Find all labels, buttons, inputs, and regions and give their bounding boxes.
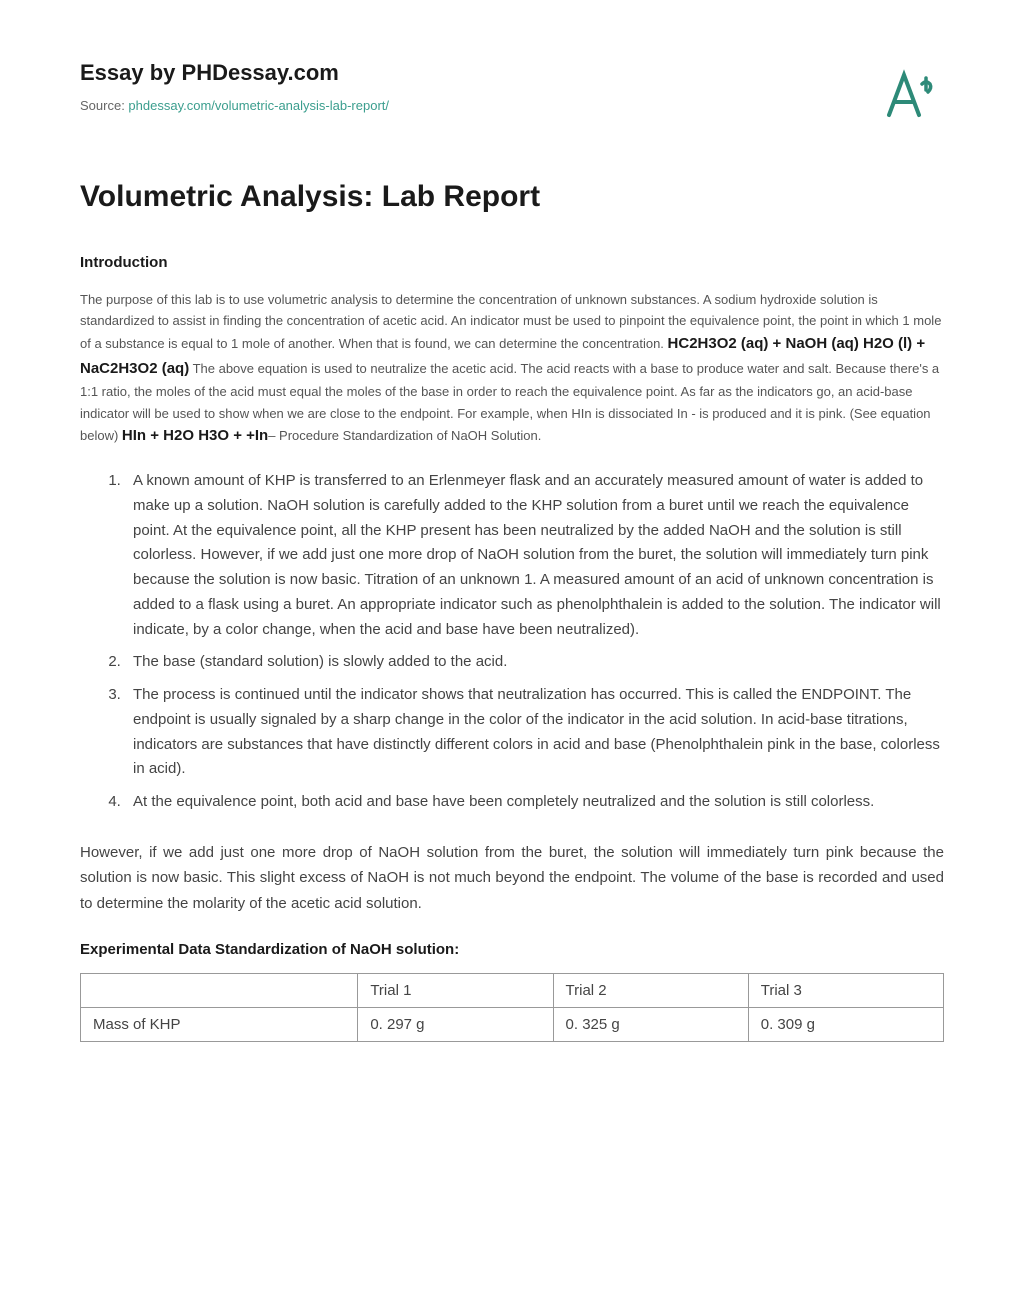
table-row: Mass of KHP 0. 297 g 0. 325 g 0. 309 g <box>81 1008 944 1042</box>
procedure-list: A known amount of KHP is transferred to … <box>80 469 944 815</box>
table-cell: Mass of KHP <box>81 1008 358 1042</box>
equation-2: HIn + H2O H3O + +In <box>122 427 268 444</box>
table-header-cell: Trial 1 <box>358 974 553 1008</box>
header-text-block: Essay by PHDessay.com Source: phdessay.c… <box>80 60 874 113</box>
brand-name: Essay by PHDessay.com <box>80 60 874 86</box>
list-item: At the equivalence point, both acid and … <box>125 790 944 815</box>
page-title: Volumetric Analysis: Lab Report <box>80 180 944 214</box>
source-link[interactable]: phdessay.com/volumetric-analysis-lab-rep… <box>128 98 389 113</box>
intro-text-3: – Procedure Standardization of NaOH Solu… <box>268 428 541 443</box>
table-cell: 0. 297 g <box>358 1008 553 1042</box>
closing-paragraph: However, if we add just one more drop of… <box>80 840 944 917</box>
list-item: The process is continued until the indic… <box>125 683 944 782</box>
table-cell: 0. 309 g <box>748 1008 943 1042</box>
source-label: Source: <box>80 98 128 113</box>
table-header-cell: Trial 2 <box>553 974 748 1008</box>
table-heading: Experimental Data Standardization of NaO… <box>80 941 944 958</box>
list-item: The base (standard solution) is slowly a… <box>125 650 944 675</box>
table-header-cell: Trial 3 <box>748 974 943 1008</box>
intro-heading: Introduction <box>80 254 944 271</box>
list-item: A known amount of KHP is transferred to … <box>125 469 944 642</box>
table-header-cell <box>81 974 358 1008</box>
a-plus-icon <box>874 60 944 130</box>
table-cell: 0. 325 g <box>553 1008 748 1042</box>
grade-logo <box>874 60 944 130</box>
intro-paragraph: The purpose of this lab is to use volume… <box>80 289 944 449</box>
source-line: Source: phdessay.com/volumetric-analysis… <box>80 98 874 113</box>
page-header: Essay by PHDessay.com Source: phdessay.c… <box>80 60 944 130</box>
table-header-row: Trial 1 Trial 2 Trial 3 <box>81 974 944 1008</box>
data-table: Trial 1 Trial 2 Trial 3 Mass of KHP 0. 2… <box>80 973 944 1042</box>
